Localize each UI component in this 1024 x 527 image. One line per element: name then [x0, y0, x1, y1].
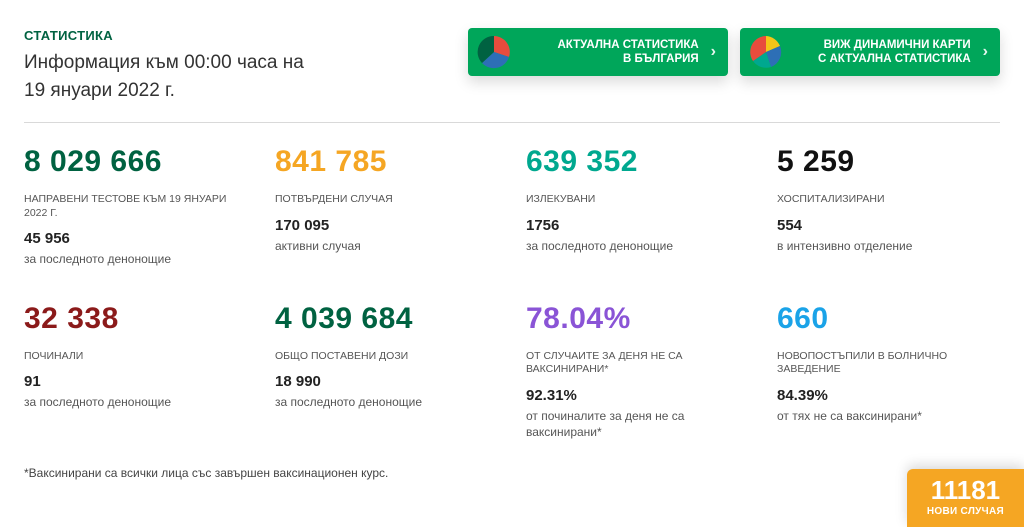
stat-value: 5 259: [777, 145, 992, 179]
page-subtitle: Информация към 00:00 часа на 19 януари 2…: [24, 49, 304, 104]
cta-line2: С АКТУАЛНА СТАТИСТИКА: [818, 53, 971, 65]
badge-label: НОВИ СЛУЧАЯ: [927, 506, 1004, 517]
divider: [24, 122, 1000, 123]
stat-deaths: 32 338 ПОЧИНАЛИ 91 за последното денонощ…: [24, 302, 247, 441]
stat-label: ПОТВЪРДЕНИ СЛУЧАЯ: [275, 193, 490, 207]
stat-value: 32 338: [24, 302, 239, 336]
stat-sub-value: 45 956: [24, 230, 239, 247]
stat-sub-text: от тях не са ваксинирани*: [777, 408, 992, 424]
stats-grid: 8 029 666 НАПРАВЕНИ ТЕСТОВЕ КЪМ 19 ЯНУАР…: [24, 145, 1000, 440]
stat-sub-value: 18 990: [275, 373, 490, 390]
stat-value: 8 029 666: [24, 145, 239, 179]
stats-dashboard: СТАТИСТИКА Информация към 00:00 часа на …: [0, 0, 1024, 500]
cta-line1: АКТУАЛНА СТАТИСТИКА: [557, 39, 698, 51]
stat-label: НОВОПОСТЪПИЛИ В БОЛНИЧНО ЗАВЕДЕНИЕ: [777, 350, 992, 377]
stat-sub-value: 554: [777, 217, 992, 234]
stat-tests: 8 029 666 НАПРАВЕНИ ТЕСТОВЕ КЪМ 19 ЯНУАР…: [24, 145, 247, 267]
title-block: СТАТИСТИКА Информация към 00:00 часа на …: [24, 28, 448, 104]
stat-confirmed: 841 785 ПОТВЪРДЕНИ СЛУЧАЯ 170 095 активн…: [275, 145, 498, 267]
cta-bulgaria-stats[interactable]: АКТУАЛНА СТАТИСТИКА В БЪЛГАРИЯ ›: [468, 28, 728, 76]
cta-label: ВИЖ ДИНАМИЧНИ КАРТИ С АКТУАЛНА СТАТИСТИК…: [798, 38, 971, 67]
stat-label: ХОСПИТАЛИЗИРАНИ: [777, 193, 992, 207]
stat-sub-text: за последното денонощие: [526, 238, 741, 254]
stat-value: 4 039 684: [275, 302, 490, 336]
cta-label: АКТУАЛНА СТАТИСТИКА В БЪЛГАРИЯ: [526, 38, 699, 67]
footnote: *Ваксинирани са всички лица със завършен…: [24, 466, 1000, 480]
stat-sub-text: от починалите за деня не са ваксинирани*: [526, 408, 741, 440]
new-cases-badge[interactable]: 11181 НОВИ СЛУЧАЯ: [907, 469, 1024, 527]
badge-value: 11181: [927, 477, 1004, 503]
header-row: СТАТИСТИКА Информация към 00:00 часа на …: [24, 28, 1000, 104]
stat-value: 841 785: [275, 145, 490, 179]
cta-line1: ВИЖ ДИНАМИЧНИ КАРТИ: [824, 39, 971, 51]
stat-sub-value: 92.31%: [526, 387, 741, 404]
stat-label: ОТ СЛУЧАИТЕ ЗА ДЕНЯ НЕ СА ВАКСИНИРАНИ*: [526, 350, 741, 377]
cta-row: АКТУАЛНА СТАТИСТИКА В БЪЛГАРИЯ › ВИЖ ДИН…: [468, 28, 1000, 76]
cta-line2: В БЪЛГАРИЯ: [623, 53, 699, 65]
stat-sub-text: за последното денонощие: [275, 394, 490, 410]
stat-sub-value: 91: [24, 373, 239, 390]
stat-sub-text: активни случая: [275, 238, 490, 254]
stat-label: ПОЧИНАЛИ: [24, 350, 239, 364]
stat-value: 639 352: [526, 145, 741, 179]
stat-sub-value: 1756: [526, 217, 741, 234]
stat-label: НАПРАВЕНИ ТЕСТОВЕ КЪМ 19 ЯНУАРИ 2022 Г.: [24, 193, 239, 220]
cta-dynamic-maps[interactable]: ВИЖ ДИНАМИЧНИ КАРТИ С АКТУАЛНА СТАТИСТИК…: [740, 28, 1000, 76]
stat-label: ОБЩО ПОСТАВЕНИ ДОЗИ: [275, 350, 490, 364]
pie-icon: [744, 30, 788, 74]
stat-value: 660: [777, 302, 992, 336]
stat-sub-value: 170 095: [275, 217, 490, 234]
stat-sub-text: за последното денонощие: [24, 251, 239, 267]
stat-unvax-cases: 78.04% ОТ СЛУЧАИТЕ ЗА ДЕНЯ НЕ СА ВАКСИНИ…: [526, 302, 749, 441]
section-label: СТАТИСТИКА: [24, 28, 448, 43]
pie-icon: [472, 30, 516, 74]
chevron-right-icon: ›: [709, 43, 718, 61]
chevron-right-icon: ›: [981, 43, 990, 61]
stat-label: ИЗЛЕКУВАНИ: [526, 193, 741, 207]
stat-sub-text: за последното денонощие: [24, 394, 239, 410]
stat-sub-text: в интензивно отделение: [777, 238, 992, 254]
stat-sub-value: 84.39%: [777, 387, 992, 404]
stat-value: 78.04%: [526, 302, 741, 336]
stat-hospitalized: 5 259 ХОСПИТАЛИЗИРАНИ 554 в интензивно о…: [777, 145, 1000, 267]
stat-recovered: 639 352 ИЗЛЕКУВАНИ 1756 за последното де…: [526, 145, 749, 267]
stat-new-hospital: 660 НОВОПОСТЪПИЛИ В БОЛНИЧНО ЗАВЕДЕНИЕ 8…: [777, 302, 1000, 441]
stat-doses: 4 039 684 ОБЩО ПОСТАВЕНИ ДОЗИ 18 990 за …: [275, 302, 498, 441]
